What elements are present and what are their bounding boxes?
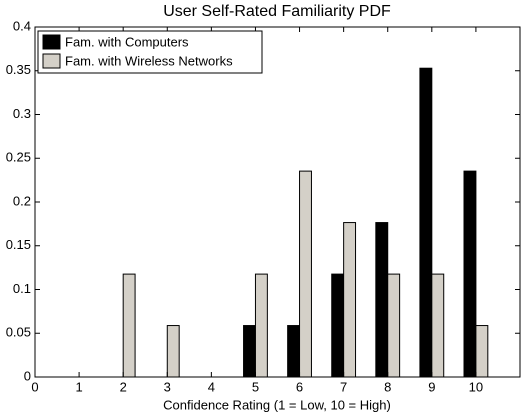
bar [343, 222, 357, 378]
bar [463, 170, 477, 378]
bar [287, 325, 301, 378]
x-tick-label: 3 [164, 379, 171, 394]
y-tick-label: 0.3 [13, 106, 31, 121]
bar [122, 273, 136, 378]
bar [387, 273, 401, 378]
legend-swatch [42, 34, 61, 50]
chart-title: User Self-Rated Familiarity PDF [163, 3, 391, 20]
x-tick-label: 9 [428, 379, 435, 394]
bar [243, 325, 256, 378]
bar [166, 325, 180, 378]
legend-label: Fam. with Wireless Networks [65, 53, 233, 68]
x-tick-label: 6 [296, 379, 303, 394]
legend-swatch [42, 53, 61, 69]
x-tick-label: 1 [75, 379, 82, 394]
y-tick-label: 0.35 [6, 62, 31, 77]
y-tick-label: 0.05 [6, 325, 31, 340]
x-tick-label: 4 [208, 379, 215, 394]
bar [419, 67, 433, 378]
bar [431, 273, 445, 378]
bar [299, 170, 312, 378]
y-tick-label: 0.1 [13, 281, 31, 296]
plot-frame [34, 26, 521, 378]
bar [475, 325, 489, 378]
y-tick-label: 0.2 [13, 193, 31, 208]
x-tick-label: 2 [120, 379, 127, 394]
x-axis-label: Confidence Rating (1 = Low, 10 = High) [163, 397, 391, 412]
bar [375, 222, 389, 378]
y-tick-label: 0.25 [6, 150, 31, 165]
y-tick-label: 0 [24, 368, 31, 383]
x-tick-label: 0 [31, 379, 38, 394]
legend-box [37, 30, 263, 74]
bar [331, 273, 345, 378]
x-tick-label: 10 [469, 379, 483, 394]
x-tick-label: 8 [384, 379, 391, 394]
x-tick-label: 7 [340, 379, 347, 394]
x-tick-label: 5 [252, 379, 259, 394]
bar [254, 273, 268, 378]
y-tick-label: 0.4 [13, 18, 31, 33]
y-tick-label: 0.15 [6, 237, 31, 252]
legend-label: Fam. with Computers [65, 34, 189, 49]
